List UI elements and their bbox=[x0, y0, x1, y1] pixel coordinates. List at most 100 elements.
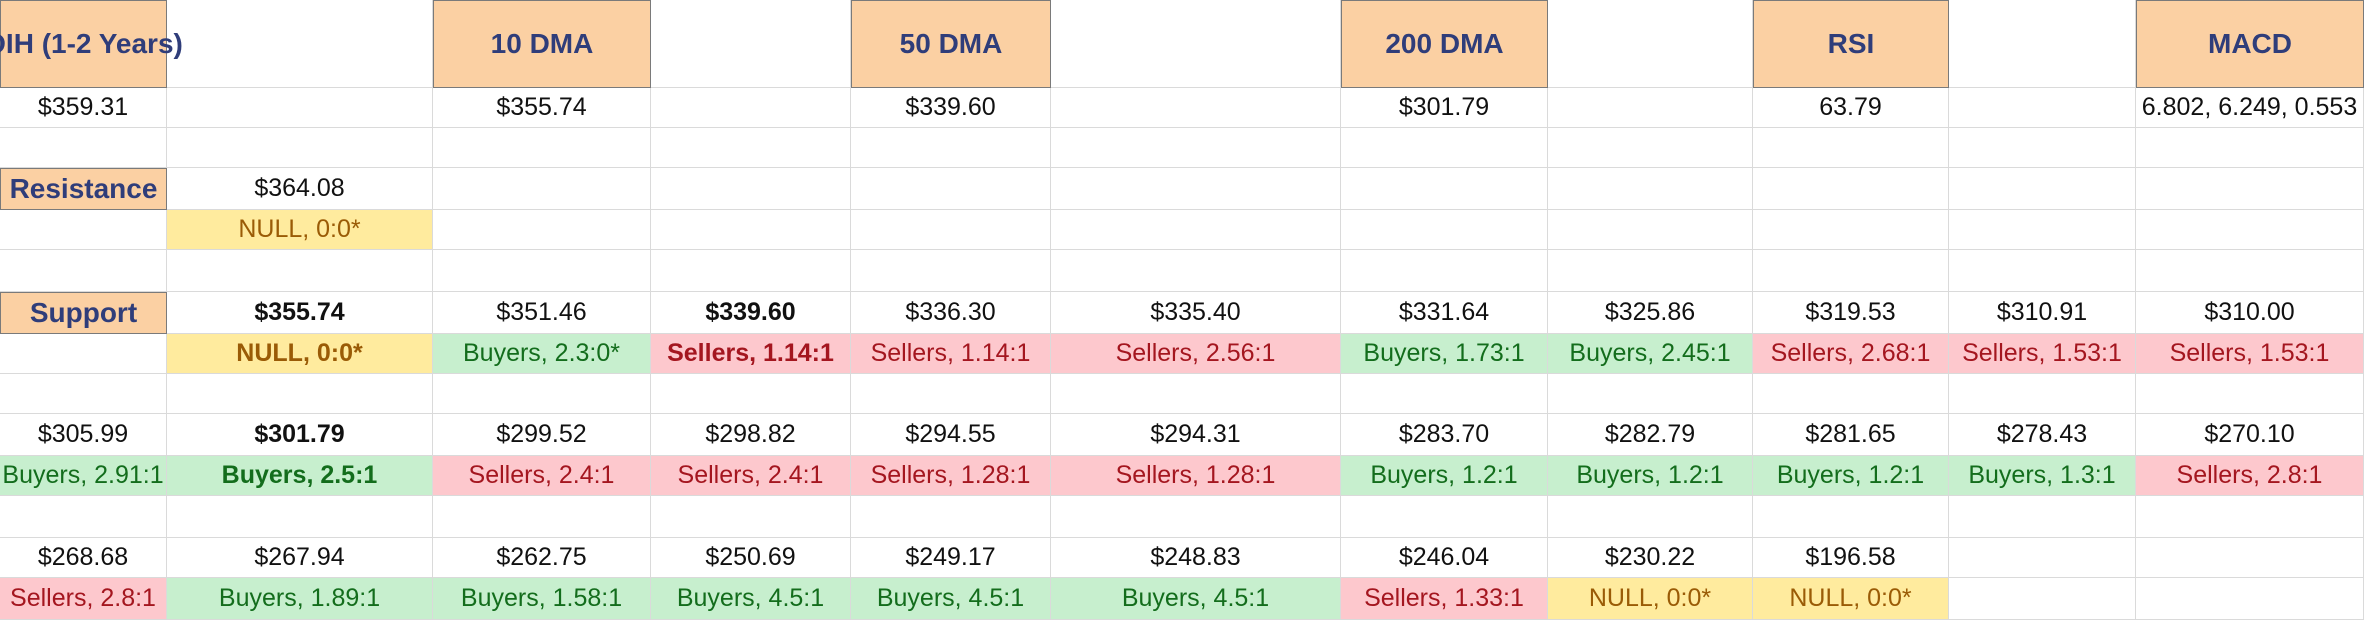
grid-cell[interactable] bbox=[1949, 88, 2136, 128]
support-price[interactable]: $301.79 bbox=[167, 414, 433, 456]
support-ratio[interactable]: Buyers, 1.2:1 bbox=[1548, 456, 1753, 496]
grid-cell[interactable] bbox=[651, 128, 851, 168]
grid-cell[interactable] bbox=[1548, 88, 1753, 128]
grid-cell[interactable] bbox=[433, 210, 651, 250]
grid-cell[interactable] bbox=[851, 496, 1051, 538]
grid-cell[interactable] bbox=[0, 210, 167, 250]
grid-cell[interactable] bbox=[0, 374, 167, 414]
grid-cell[interactable] bbox=[1548, 168, 1753, 210]
support-price[interactable]: $278.43 bbox=[1949, 414, 2136, 456]
grid-cell[interactable] bbox=[433, 128, 651, 168]
grid-cell[interactable] bbox=[433, 168, 651, 210]
grid-cell[interactable] bbox=[651, 88, 851, 128]
grid-cell[interactable] bbox=[167, 0, 433, 88]
grid-cell[interactable] bbox=[0, 128, 167, 168]
support-ratio[interactable]: Buyers, 4.5:1 bbox=[851, 578, 1051, 620]
support-price[interactable]: $325.86 bbox=[1548, 292, 1753, 334]
grid-cell[interactable] bbox=[1949, 250, 2136, 292]
support-ratio[interactable]: Buyers, 2.3:0* bbox=[433, 334, 651, 374]
support-price[interactable]: $249.17 bbox=[851, 538, 1051, 578]
support-price[interactable]: $294.31 bbox=[1051, 414, 1341, 456]
support-ratio[interactable]: Buyers, 1.73:1 bbox=[1341, 334, 1548, 374]
support-ratio[interactable]: Buyers, 2.5:1 bbox=[167, 456, 433, 496]
grid-cell[interactable] bbox=[2136, 128, 2364, 168]
grid-cell[interactable] bbox=[1548, 496, 1753, 538]
support-price[interactable]: $335.40 bbox=[1051, 292, 1341, 334]
grid-cell[interactable] bbox=[1051, 210, 1341, 250]
grid-cell[interactable] bbox=[851, 250, 1051, 292]
support-ratio[interactable]: NULL, 0:0* bbox=[1753, 578, 1949, 620]
dma200-value[interactable]: $301.79 bbox=[1341, 88, 1548, 128]
support-price[interactable]: $299.52 bbox=[433, 414, 651, 456]
support-price[interactable]: $230.22 bbox=[1548, 538, 1753, 578]
grid-cell[interactable] bbox=[0, 250, 167, 292]
grid-cell[interactable] bbox=[167, 88, 433, 128]
resistance-ratio[interactable]: NULL, 0:0* bbox=[167, 210, 433, 250]
grid-cell[interactable] bbox=[1051, 168, 1341, 210]
grid-cell[interactable] bbox=[1341, 496, 1548, 538]
grid-cell[interactable] bbox=[1548, 210, 1753, 250]
grid-cell[interactable] bbox=[851, 374, 1051, 414]
support-ratio[interactable]: Buyers, 1.2:1 bbox=[1753, 456, 1949, 496]
grid-cell[interactable] bbox=[1949, 168, 2136, 210]
support-ratio[interactable]: Buyers, 4.5:1 bbox=[1051, 578, 1341, 620]
grid-cell[interactable] bbox=[167, 496, 433, 538]
header-macd[interactable]: MACD bbox=[2136, 0, 2364, 88]
support-ratio[interactable]: Buyers, 1.3:1 bbox=[1949, 456, 2136, 496]
grid-cell[interactable] bbox=[651, 496, 851, 538]
grid-cell[interactable] bbox=[167, 250, 433, 292]
support-ratio[interactable]: Sellers, 2.68:1 bbox=[1753, 334, 1949, 374]
grid-cell[interactable] bbox=[1753, 496, 1949, 538]
support-ratio[interactable]: Buyers, 2.45:1 bbox=[1548, 334, 1753, 374]
support-ratio[interactable]: Buyers, 1.89:1 bbox=[167, 578, 433, 620]
grid-cell[interactable] bbox=[2136, 538, 2364, 578]
support-price[interactable]: $283.70 bbox=[1341, 414, 1548, 456]
support-price[interactable]: $196.58 bbox=[1753, 538, 1949, 578]
grid-cell[interactable] bbox=[1051, 250, 1341, 292]
grid-cell[interactable] bbox=[651, 250, 851, 292]
support-price[interactable]: $336.30 bbox=[851, 292, 1051, 334]
grid-cell[interactable] bbox=[851, 168, 1051, 210]
support-price[interactable]: $339.60 bbox=[651, 292, 851, 334]
grid-cell[interactable] bbox=[2136, 578, 2364, 620]
support-ratio[interactable]: Sellers, 2.56:1 bbox=[1051, 334, 1341, 374]
support-price[interactable]: $248.83 bbox=[1051, 538, 1341, 578]
header-rsi[interactable]: RSI bbox=[1753, 0, 1949, 88]
dma50-value[interactable]: $339.60 bbox=[851, 88, 1051, 128]
grid-cell[interactable] bbox=[1341, 250, 1548, 292]
support-price[interactable]: $298.82 bbox=[651, 414, 851, 456]
support-ratio[interactable]: Sellers, 2.8:1 bbox=[2136, 456, 2364, 496]
grid-cell[interactable] bbox=[2136, 250, 2364, 292]
grid-cell[interactable] bbox=[2136, 374, 2364, 414]
support-ratio[interactable]: Buyers, 1.2:1 bbox=[1341, 456, 1548, 496]
grid-cell[interactable] bbox=[851, 210, 1051, 250]
grid-cell[interactable] bbox=[2136, 210, 2364, 250]
support-label[interactable]: Support bbox=[0, 292, 167, 334]
grid-cell[interactable] bbox=[1949, 128, 2136, 168]
grid-cell[interactable] bbox=[1753, 168, 1949, 210]
grid-cell[interactable] bbox=[1051, 0, 1341, 88]
support-ratio[interactable]: Sellers, 1.14:1 bbox=[651, 334, 851, 374]
support-ratio[interactable]: Buyers, 4.5:1 bbox=[651, 578, 851, 620]
support-ratio[interactable]: Sellers, 1.33:1 bbox=[1341, 578, 1548, 620]
support-price[interactable]: $331.64 bbox=[1341, 292, 1548, 334]
support-ratio[interactable]: Buyers, 1.58:1 bbox=[433, 578, 651, 620]
support-price[interactable]: $294.55 bbox=[851, 414, 1051, 456]
grid-cell[interactable] bbox=[1753, 374, 1949, 414]
header-50-dma[interactable]: 50 DMA bbox=[851, 0, 1051, 88]
support-price[interactable]: $262.75 bbox=[433, 538, 651, 578]
support-ratio[interactable]: NULL, 0:0* bbox=[167, 334, 433, 374]
grid-cell[interactable] bbox=[651, 374, 851, 414]
support-price[interactable]: $268.68 bbox=[0, 538, 167, 578]
grid-cell[interactable] bbox=[1051, 88, 1341, 128]
grid-cell[interactable] bbox=[433, 374, 651, 414]
macd-value[interactable]: 6.802, 6.249, 0.553 bbox=[2136, 88, 2364, 128]
grid-cell[interactable] bbox=[1051, 374, 1341, 414]
support-price[interactable]: $267.94 bbox=[167, 538, 433, 578]
grid-cell[interactable] bbox=[1051, 128, 1341, 168]
grid-cell[interactable] bbox=[1051, 496, 1341, 538]
support-price[interactable]: $250.69 bbox=[651, 538, 851, 578]
grid-cell[interactable] bbox=[433, 250, 651, 292]
dma10-value[interactable]: $355.74 bbox=[433, 88, 651, 128]
rsi-value[interactable]: 63.79 bbox=[1753, 88, 1949, 128]
